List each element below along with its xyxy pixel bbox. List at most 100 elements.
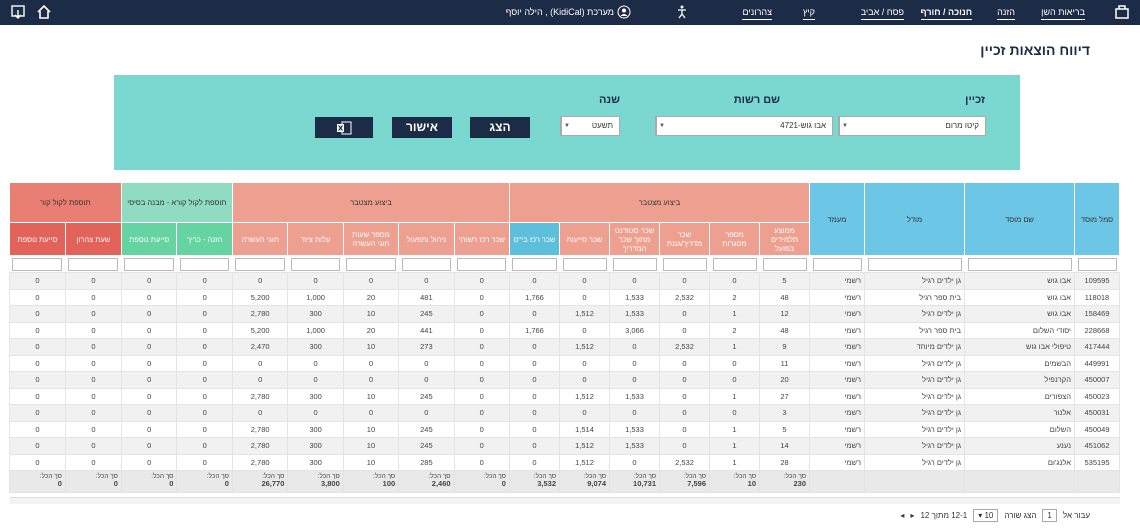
cell: 0	[508, 404, 561, 422]
excel-button[interactable]	[315, 117, 373, 138]
cell: 5	[759, 272, 810, 290]
column-header: מודל	[864, 182, 965, 256]
nav-tab[interactable]: פסח / אביב	[860, 7, 904, 20]
filter-input[interactable]	[401, 257, 452, 271]
prev-page[interactable]: ▸	[910, 511, 915, 520]
nav-tab[interactable]: קיץ	[802, 7, 815, 20]
filter-input[interactable]	[967, 257, 1072, 271]
nav-tab[interactable]: חנוכה / חורף	[920, 7, 972, 20]
accessibility-icon[interactable]	[675, 5, 689, 19]
rows-select[interactable]: 10 ▾	[973, 509, 999, 522]
cell: 0	[120, 404, 178, 422]
filter-input[interactable]	[867, 257, 962, 271]
cell: 0	[453, 288, 510, 306]
cell: 0	[231, 404, 289, 422]
filter-input[interactable]	[457, 257, 507, 271]
cell: 0	[398, 354, 455, 372]
select-arrow: ▼	[656, 117, 667, 135]
cell: 0	[64, 305, 122, 323]
data-row: 450049 השלום גן ילדים רגיל רשמי 5 1 0 1,533 1,51…	[8, 420, 1120, 438]
cell: 0	[453, 437, 510, 455]
cell: רשמי	[809, 453, 865, 471]
total-value: 0	[501, 479, 506, 488]
select-arrow: ▼	[839, 117, 850, 135]
filter-input[interactable]	[762, 257, 807, 271]
cell: 0	[8, 420, 66, 438]
filter-input[interactable]	[512, 257, 557, 271]
total-cell: סך הכל: 3,532	[508, 470, 561, 493]
cell: 0	[342, 371, 400, 389]
filter-input[interactable]	[12, 257, 63, 271]
filter-input[interactable]	[812, 257, 862, 271]
cell: 245	[398, 305, 455, 323]
filter-input[interactable]	[562, 257, 607, 271]
filter-input[interactable]	[179, 257, 230, 271]
filter-input[interactable]	[662, 257, 707, 271]
filter-cell	[288, 256, 343, 273]
cell: 0	[508, 371, 561, 389]
nav-tab[interactable]: הזנה	[997, 7, 1015, 20]
cell: 12	[759, 305, 810, 323]
column-header: סייעת נוספת	[120, 222, 178, 256]
empty-cell	[809, 470, 865, 493]
next-page[interactable]: ◂	[900, 511, 905, 520]
cell: 0	[659, 404, 710, 422]
cell: גן ילדים רגיל	[864, 453, 965, 471]
cell: 0	[64, 288, 122, 306]
page-title: דיווח הוצאות זכיין	[980, 42, 1090, 58]
cell: 0	[176, 404, 233, 422]
filter-cell	[610, 256, 660, 273]
cell: 245	[398, 437, 455, 455]
filter-input[interactable]	[68, 257, 119, 271]
cell: 0	[176, 321, 233, 339]
logout-icon[interactable]	[10, 4, 26, 20]
group-header: תוספת לקול קורא - מבנה בסיסי	[120, 182, 233, 223]
cell: 0	[559, 354, 610, 372]
cell: רשמי	[809, 321, 865, 339]
cell: טיפולי אבו גוש	[964, 338, 1075, 356]
cell: רשמי	[809, 288, 865, 306]
filter-cell	[343, 256, 398, 273]
cell: אלנור	[964, 404, 1075, 422]
filter-input[interactable]	[346, 257, 396, 271]
nav-tab[interactable]: בריאות השן	[1041, 7, 1085, 20]
page-input[interactable]: 1	[1042, 509, 1057, 522]
select[interactable]: תשעט ▼	[560, 116, 620, 136]
confirm-button[interactable]: אישור	[392, 117, 452, 138]
cell: 0	[508, 338, 561, 356]
cell: נענע	[964, 437, 1075, 455]
cell: 2,532	[659, 288, 710, 306]
group-header: ביצוע מצטבר	[508, 182, 811, 223]
filter-input[interactable]	[124, 257, 174, 271]
pagination: עבור אל 1 הצג שורה 10 ▾ 12-1 מתוך 12 ▸ ◂	[900, 509, 1090, 522]
cell: 2,532	[659, 338, 710, 356]
filter-cell	[1075, 256, 1120, 273]
cell: 300	[287, 387, 344, 405]
filter-input[interactable]	[235, 257, 285, 271]
filter-input[interactable]	[712, 257, 757, 271]
total-value: 0	[57, 479, 62, 488]
cell: 1	[709, 387, 760, 405]
cell: 0	[508, 387, 561, 405]
cell: 10	[342, 420, 400, 438]
cell: 1,512	[559, 338, 610, 356]
nav-tab[interactable]: צהרונים	[742, 7, 772, 20]
user-name: מערכת (KidiCal) , הילה יוסף	[505, 7, 614, 17]
cell: 0	[8, 305, 66, 323]
cell: 0	[453, 387, 510, 405]
excel-icon	[337, 121, 352, 135]
filter-input[interactable]	[1077, 257, 1117, 271]
show-button[interactable]: הצג	[470, 117, 530, 138]
filter-input[interactable]	[612, 257, 657, 271]
cell: 0	[176, 288, 233, 306]
cell: 0	[287, 272, 344, 290]
cell: רשמי	[809, 371, 865, 389]
cell: 5,200	[231, 321, 289, 339]
cell: 2,470	[231, 338, 289, 356]
select[interactable]: קיטו מרום ▼	[838, 116, 986, 136]
select[interactable]: אבו גוש-4721 ▼	[655, 116, 833, 136]
filter-input[interactable]	[290, 257, 341, 271]
h-scrollbar[interactable]	[10, 497, 1120, 504]
home-icon[interactable]	[36, 4, 52, 20]
cell: 9	[759, 338, 810, 356]
